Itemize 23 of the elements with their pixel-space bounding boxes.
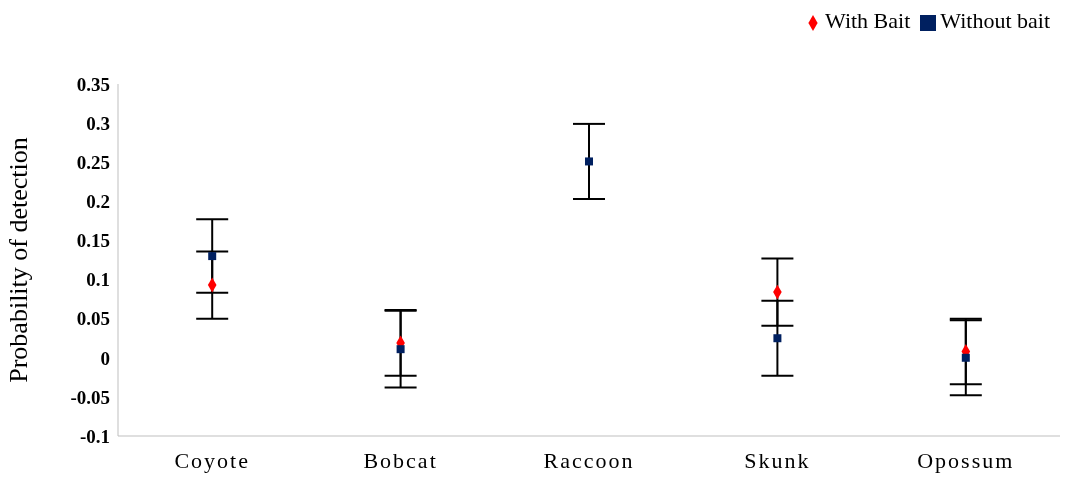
legend-label: With Bait — [825, 8, 911, 33]
point — [396, 345, 405, 354]
y-tick-label: -0.1 — [79, 425, 110, 447]
y-axis-title: Probability of detection — [4, 137, 34, 383]
x-tick-label: Skunk — [744, 447, 811, 473]
point — [773, 334, 782, 343]
y-tick-label: 0.1 — [86, 269, 110, 291]
x-tick-label: Opossum — [917, 447, 1015, 473]
y-tick-label: 0.05 — [76, 308, 110, 330]
y-tick-label: 0.25 — [76, 151, 110, 173]
y-tick-label: -0.05 — [70, 386, 110, 408]
point — [585, 157, 593, 166]
point — [208, 252, 217, 261]
x-tick-label: Bobcat — [363, 447, 438, 473]
x-tick-label: Coyote — [174, 447, 250, 473]
y-tick-label: 0.35 — [76, 73, 110, 95]
point — [961, 353, 970, 362]
legend-label: Without bait — [940, 8, 1050, 33]
y-tick-label: 0 — [100, 347, 110, 369]
y-tick-label: 0.3 — [86, 112, 110, 134]
y-tick-label: 0.15 — [76, 230, 110, 252]
x-tick-label: Raccoon — [543, 447, 635, 473]
y-tick-label: 0.2 — [86, 191, 110, 213]
